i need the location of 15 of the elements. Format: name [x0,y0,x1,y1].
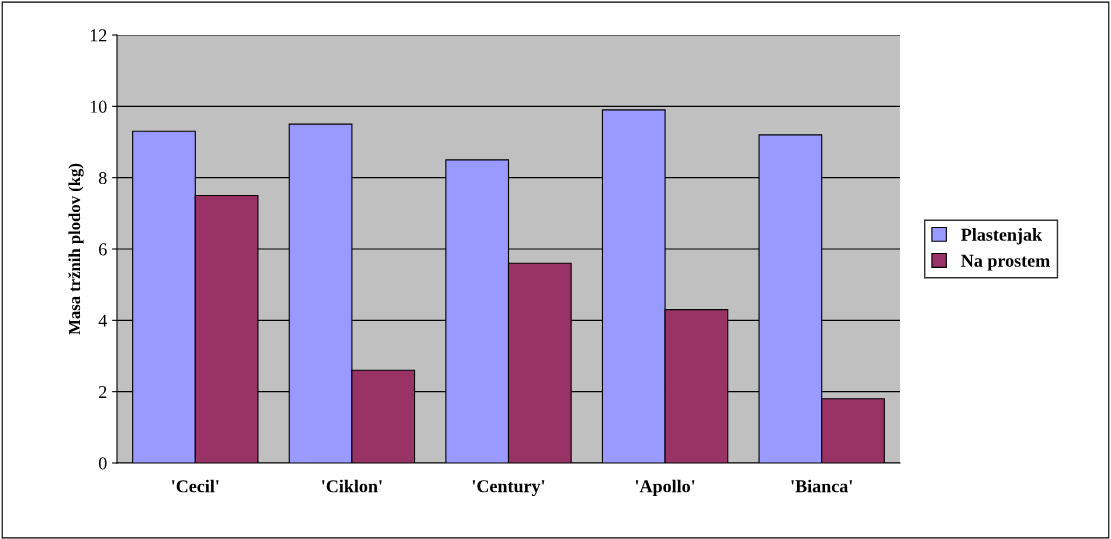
y-tick-label: 2 [99,385,107,398]
x-tick-label: 'Century' [472,480,545,497]
legend-label: Na prostem [961,254,1050,271]
y-tick-label: 10 [90,100,107,113]
y-tick-label: 0 [98,457,107,470]
x-tick-label: 'Bianca' [791,479,852,493]
legend-label: Plastenjak [961,228,1043,245]
y-tick-label: 4 [98,314,107,327]
y-axis-title: Masa tržnih plodov (kg) [68,163,84,335]
y-tick-label: 12 [90,29,107,42]
x-tick-label: 'Apollo' [635,479,695,497]
y-tick-label: 8 [98,171,107,185]
x-tick-label: 'Cecil' [172,479,219,493]
x-tick-label: 'Ciklon' [322,479,382,493]
y-tick-label: 6 [99,243,107,256]
